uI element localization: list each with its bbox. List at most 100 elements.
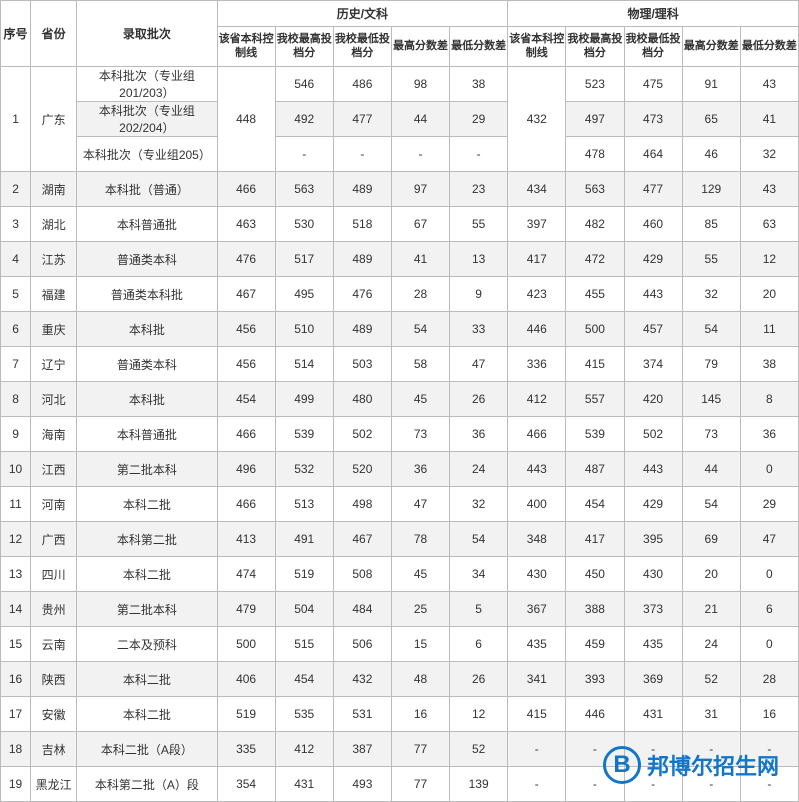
cell-p-min: 430 — [624, 557, 682, 592]
cell-seq: 14 — [1, 592, 31, 627]
cell-p-max: 415 — [566, 347, 624, 382]
cell-p-min: 420 — [624, 382, 682, 417]
cell-p-maxdiff: 52 — [682, 662, 740, 697]
th-h-max: 我校最高投档分 — [275, 27, 333, 67]
cell-p-maxdiff: 69 — [682, 522, 740, 557]
cell-p-min: 443 — [624, 277, 682, 312]
table-body: 1 广东 本科批次（专业组201/203） 448 546 486 98 38 … — [1, 67, 799, 802]
cell-h-max: 535 — [275, 697, 333, 732]
cell-prov: 黑龙江 — [31, 767, 77, 802]
cell-h-maxdiff: 44 — [391, 102, 449, 137]
cell-p-ctrl: - — [508, 732, 566, 767]
cell-p-min: 473 — [624, 102, 682, 137]
cell-h-mindiff: 55 — [450, 207, 508, 242]
cell-h-maxdiff: 58 — [391, 347, 449, 382]
cell-h-mindiff: 36 — [450, 417, 508, 452]
cell-h-maxdiff: 36 — [391, 452, 449, 487]
table-row: 18吉林本科二批（A段）3354123877752----- — [1, 732, 799, 767]
cell-h-maxdiff: 98 — [391, 67, 449, 102]
cell-h-ctrl: 519 — [217, 697, 275, 732]
cell-p-min: 429 — [624, 487, 682, 522]
th-p-ctrl: 该省本科控制线 — [508, 27, 566, 67]
cell-p-min: 460 — [624, 207, 682, 242]
cell-p-mindiff: 32 — [740, 137, 798, 172]
cell-p-ctrl: 435 — [508, 627, 566, 662]
th-group-history: 历史/文科 — [217, 1, 508, 27]
cell-batch: 普通类本科 — [77, 347, 217, 382]
cell-p-mindiff: 0 — [740, 627, 798, 662]
cell-h-maxdiff: 15 — [391, 627, 449, 662]
cell-h-ctrl: 413 — [217, 522, 275, 557]
cell-h-maxdiff: 78 — [391, 522, 449, 557]
cell-p-mindiff: 28 — [740, 662, 798, 697]
cell-h-min: 508 — [333, 557, 391, 592]
cell-seq: 12 — [1, 522, 31, 557]
cell-h-min: 489 — [333, 172, 391, 207]
cell-prov: 陕西 — [31, 662, 77, 697]
th-p-maxdiff: 最高分数差 — [682, 27, 740, 67]
cell-h-ctrl: 474 — [217, 557, 275, 592]
cell-seq: 8 — [1, 382, 31, 417]
cell-h-ctrl: 456 — [217, 347, 275, 382]
cell-seq: 3 — [1, 207, 31, 242]
cell-p-max: 478 — [566, 137, 624, 172]
cell-batch: 普通类本科批 — [77, 277, 217, 312]
cell-h-mindiff: 32 — [450, 487, 508, 522]
cell-p-max: 563 — [566, 172, 624, 207]
cell-h-mindiff: 9 — [450, 277, 508, 312]
cell-prov: 云南 — [31, 627, 77, 662]
cell-prov: 安徽 — [31, 697, 77, 732]
cell-p-mindiff: 0 — [740, 452, 798, 487]
cell-h-min: 498 — [333, 487, 391, 522]
cell-p-ctrl: 367 — [508, 592, 566, 627]
cell-p-mindiff: 12 — [740, 242, 798, 277]
th-h-ctrl: 该省本科控制线 — [217, 27, 275, 67]
cell-p-min: 395 — [624, 522, 682, 557]
cell-p-min: 369 — [624, 662, 682, 697]
cell-h-ctrl: 467 — [217, 277, 275, 312]
th-h-mindiff: 最低分数差 — [450, 27, 508, 67]
cell-prov: 河北 — [31, 382, 77, 417]
cell-h-mindiff: 5 — [450, 592, 508, 627]
cell-h-maxdiff: 45 — [391, 557, 449, 592]
cell-p-mindiff: 29 — [740, 487, 798, 522]
cell-prov: 河南 — [31, 487, 77, 522]
cell-h-mindiff: 24 — [450, 452, 508, 487]
cell-h-maxdiff: 48 — [391, 662, 449, 697]
cell-h-max: 514 — [275, 347, 333, 382]
cell-p-min: 373 — [624, 592, 682, 627]
cell-h-max: 431 — [275, 767, 333, 802]
cell-p-max: 497 — [566, 102, 624, 137]
cell-seq: 2 — [1, 172, 31, 207]
cell-seq: 13 — [1, 557, 31, 592]
cell-p-max: 523 — [566, 67, 624, 102]
cell-seq: 15 — [1, 627, 31, 662]
cell-h-max: 495 — [275, 277, 333, 312]
table-row: 11河南本科二批46651349847324004544295429 — [1, 487, 799, 522]
cell-seq: 4 — [1, 242, 31, 277]
cell-p-maxdiff: 31 — [682, 697, 740, 732]
cell-h-maxdiff: 77 — [391, 767, 449, 802]
cell-prov: 辽宁 — [31, 347, 77, 382]
cell-h-min: 503 — [333, 347, 391, 382]
cell-h-ctrl: 406 — [217, 662, 275, 697]
cell-h-maxdiff: 47 — [391, 487, 449, 522]
cell-seq: 18 — [1, 732, 31, 767]
cell-seq: 11 — [1, 487, 31, 522]
th-group-physics: 物理/理科 — [508, 1, 799, 27]
cell-p-maxdiff: 54 — [682, 487, 740, 522]
cell-prov: 四川 — [31, 557, 77, 592]
cell-p-max: 459 — [566, 627, 624, 662]
cell-h-min: 480 — [333, 382, 391, 417]
cell-batch: 第二批本科 — [77, 592, 217, 627]
cell-p-ctrl: - — [508, 767, 566, 802]
table-row: 本科批次（专业组205） - - - - 478 464 46 32 — [1, 137, 799, 172]
cell-seq: 10 — [1, 452, 31, 487]
cell-p-maxdiff: 32 — [682, 277, 740, 312]
cell-p-max: 487 — [566, 452, 624, 487]
cell-p-ctrl: 417 — [508, 242, 566, 277]
table-row: 4江苏普通类本科47651748941134174724295512 — [1, 242, 799, 277]
table-row: 14贵州第二批本科479504484255367388373216 — [1, 592, 799, 627]
table-row: 10江西第二批本科4965325203624443487443440 — [1, 452, 799, 487]
cell-p-ctrl: 430 — [508, 557, 566, 592]
